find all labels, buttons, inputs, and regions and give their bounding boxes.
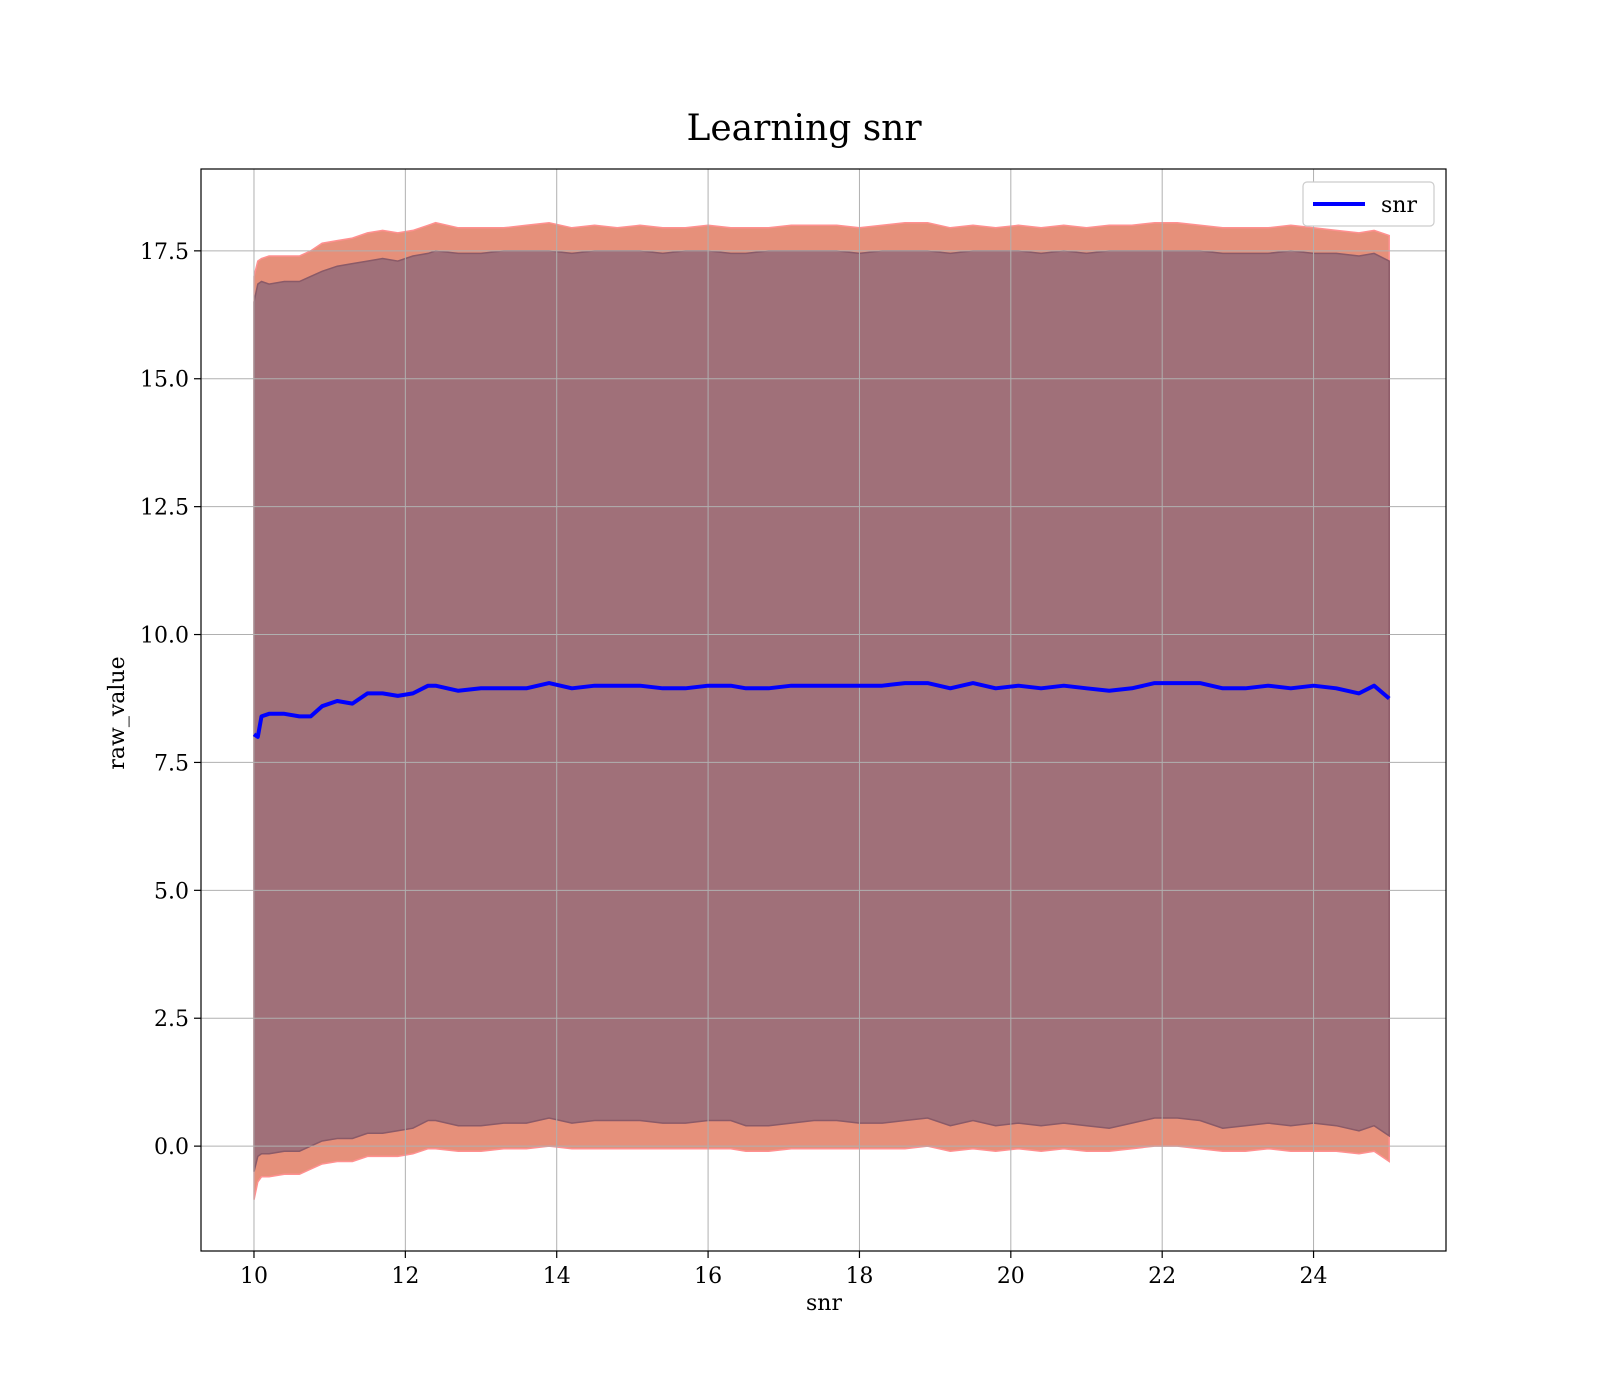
legend: snr: [1302, 181, 1435, 227]
axes-frame: [200, 168, 1447, 1252]
x-ticks: 10 12 14 16 18 20 22 24: [240, 1251, 1328, 1289]
x-axis-label: snr: [806, 1291, 842, 1316]
legend-box: [1302, 181, 1435, 227]
plot-area: [200, 168, 1447, 1252]
x-tick-label: 22: [1148, 1264, 1176, 1289]
bands: [253, 221, 1390, 1200]
chart-title: Learning snr: [686, 108, 922, 149]
band-inner: [253, 250, 1390, 1172]
series-line-snr: [252, 681, 1391, 739]
y-tick-label: 12.5: [140, 496, 189, 521]
x-tick-label: 20: [997, 1264, 1025, 1289]
grid: [201, 169, 1446, 1251]
y-tick-label: 7.5: [154, 751, 189, 776]
y-tick-label: 0.0: [154, 1135, 189, 1160]
y-tick-label: 5.0: [154, 879, 189, 904]
series: [252, 681, 1391, 739]
x-tick-label: 12: [391, 1264, 419, 1289]
y-tick-label: 2.5: [154, 1007, 189, 1032]
y-ticks: 0.0 2.5 5.0 7.5 10.0 12.5 15.0 17.5: [140, 240, 201, 1160]
x-tick-label: 14: [543, 1264, 571, 1289]
x-tick-label: 18: [845, 1264, 873, 1289]
x-tick-label: 24: [1300, 1264, 1328, 1289]
y-tick-label: 10.0: [140, 624, 189, 649]
y-tick-label: 15.0: [140, 368, 189, 393]
x-tick-label: 10: [240, 1264, 268, 1289]
y-tick-label: 17.5: [140, 240, 189, 265]
x-tick-label: 16: [694, 1264, 722, 1289]
legend-label-snr: snr: [1381, 193, 1417, 218]
y-axis-label: raw_value: [105, 656, 130, 769]
